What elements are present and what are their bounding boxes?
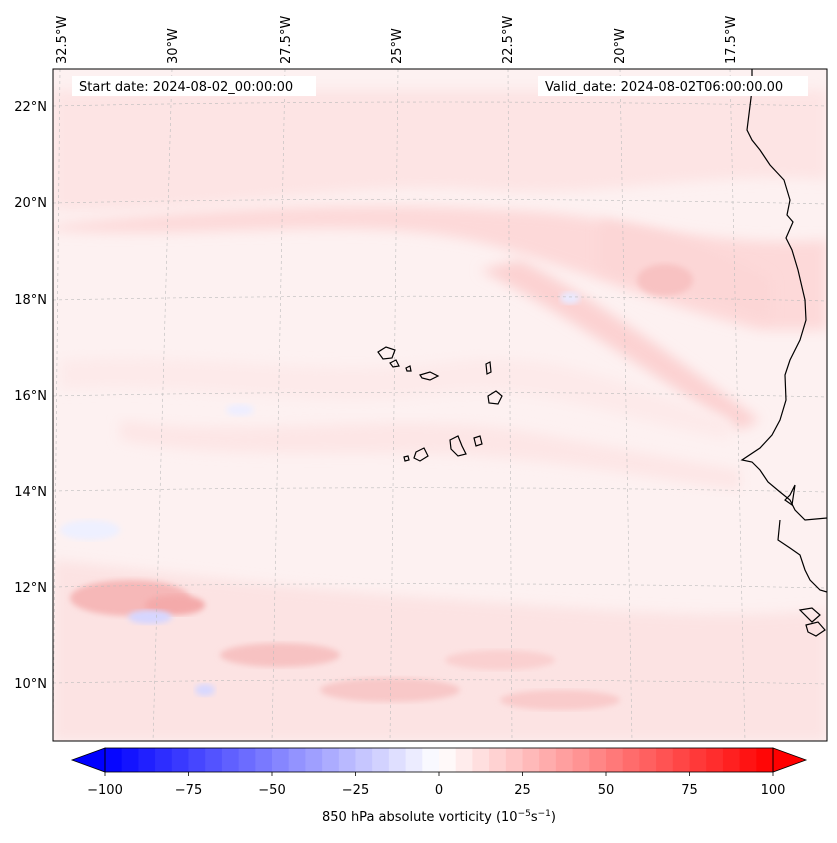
colorbar-tick-label: 50 (598, 783, 615, 798)
colorbar-swatch (171, 748, 189, 772)
colorbar-swatch (706, 748, 724, 772)
lon-label: 20°W (613, 28, 628, 64)
colorbar-swatch (689, 748, 707, 772)
colorbar-swatch (305, 748, 323, 772)
colorbar-min-arrow (70, 747, 106, 773)
colorbar-swatch (739, 748, 757, 772)
colorbar-tick-label: −50 (258, 783, 285, 798)
colorbar-max-arrow (772, 747, 808, 773)
colorbar-swatch (756, 748, 774, 772)
colorbar-tick-label: 75 (681, 783, 698, 798)
colorbar-swatch (388, 748, 406, 772)
colorbar-swatch (405, 748, 423, 772)
valid-date-label: Valid_date: 2024-08-02T06:00:00.00 (545, 80, 783, 95)
graticule (53, 69, 827, 741)
lat-label: 10°N (14, 677, 47, 692)
colorbar-tick-label: −25 (342, 783, 369, 798)
start-date-label: Start date: 2024-08-02_00:00:00 (79, 80, 293, 95)
colorbar-tick-label: 100 (761, 783, 786, 798)
colorbar-swatch (221, 748, 239, 772)
start-date-box (72, 76, 316, 96)
colorbar-label-text: 850 hPa absolute vorticity (10 (322, 810, 518, 825)
colorbar-tick-label: 25 (514, 783, 531, 798)
lon-label: 22.5°W (501, 16, 516, 64)
lat-label: 18°N (14, 293, 47, 308)
colorbar-swatch (121, 748, 139, 772)
colorbar-swatch (372, 748, 390, 772)
colorbar-swatch (555, 748, 573, 772)
lon-label: 17.5°W (724, 16, 739, 64)
vorticity-field (53, 90, 827, 741)
colorbar-swatch (355, 748, 373, 772)
colorbar-ticks: −100 −75 −50 −25 0 25 50 75 100 (87, 772, 785, 798)
valid-date-box (538, 76, 808, 96)
colorbar-swatch (272, 748, 290, 772)
colorbar-swatch (105, 748, 123, 772)
colorbar-swatch (522, 748, 540, 772)
colorbar-unit-exp2: −1 (538, 809, 551, 819)
map-panel (52, 68, 828, 742)
lat-label: 16°N (14, 389, 47, 404)
lon-label: 27.5°W (279, 16, 294, 64)
colorbar-tick-label: −100 (87, 783, 123, 798)
colorbar-unit-mid: s (531, 810, 538, 825)
colorbar-tick-label: −75 (175, 783, 202, 798)
coastline (740, 69, 827, 637)
colorbar-swatch (188, 748, 206, 772)
colorbar-swatch (539, 748, 557, 772)
colorbar-swatch (138, 748, 156, 772)
colorbar: −100 −75 −50 −25 0 25 50 75 100 850 hPa … (70, 747, 808, 825)
lat-label: 20°N (14, 196, 47, 211)
colorbar-swatch (422, 748, 440, 772)
colorbar-swatch (288, 748, 306, 772)
colorbar-swatch (205, 748, 223, 772)
colorbar-swatch (622, 748, 640, 772)
colorbar-swatch (505, 748, 523, 772)
lon-label: 32.5°W (55, 16, 70, 64)
colorbar-swatches (105, 748, 774, 772)
colorbar-label: 850 hPa absolute vorticity (10−5s−1) (322, 809, 556, 825)
colorbar-swatch (606, 748, 624, 772)
colorbar-unit-exp1: −5 (518, 809, 531, 819)
longitude-labels: 32.5°W 30°W 27.5°W 25°W 22.5°W 20°W 17.5… (55, 16, 739, 64)
colorbar-unit-close: ) (551, 810, 556, 825)
colorbar-swatch (155, 748, 173, 772)
colorbar-swatch (722, 748, 740, 772)
colorbar-swatch (322, 748, 340, 772)
cape-verde-islands (377, 346, 503, 462)
colorbar-swatch (238, 748, 256, 772)
colorbar-swatch (455, 748, 473, 772)
colorbar-swatch (589, 748, 607, 772)
lon-label: 30°W (166, 28, 181, 64)
colorbar-swatch (656, 748, 674, 772)
colorbar-swatch (255, 748, 273, 772)
lat-label: 14°N (14, 485, 47, 500)
colorbar-swatch (472, 748, 490, 772)
colorbar-swatch (489, 748, 507, 772)
lat-label: 22°N (14, 100, 47, 115)
lat-label: 12°N (14, 581, 47, 596)
colorbar-swatch (439, 748, 457, 772)
colorbar-tick-label: 0 (435, 783, 443, 798)
colorbar-swatch (672, 748, 690, 772)
lon-label: 25°W (390, 28, 405, 64)
latitude-labels: 22°N 20°N 18°N 16°N 14°N 12°N 10°N (14, 100, 47, 692)
colorbar-swatch (639, 748, 657, 772)
colorbar-swatch (338, 748, 356, 772)
colorbar-swatch (572, 748, 590, 772)
